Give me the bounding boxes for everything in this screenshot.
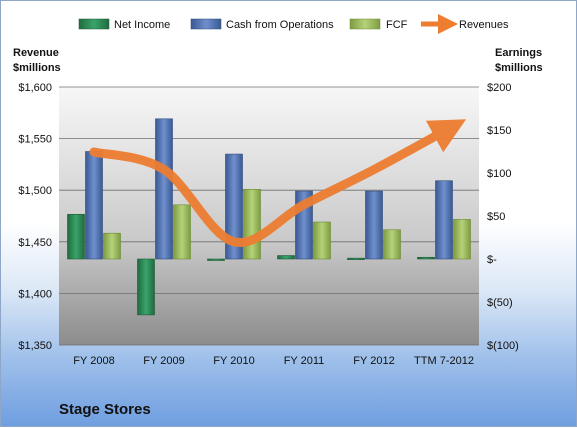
fcf-bar [383, 229, 401, 260]
legend-label-net-income: Net Income [114, 19, 170, 31]
plot-area [59, 87, 479, 345]
bars [67, 118, 471, 316]
x-tick-label: FY 2011 [284, 355, 325, 367]
x-tick-label: FY 2012 [353, 355, 394, 367]
left-tick-label: $1,550 [18, 134, 52, 146]
legend-swatch-fcf [349, 18, 381, 30]
net-income-bar [137, 258, 155, 316]
fcf-bar [173, 204, 191, 260]
left-tick-label: $1,400 [18, 288, 52, 300]
net-income-bar [417, 256, 435, 260]
left-tick-label: $1,500 [18, 185, 52, 197]
gridlines [59, 86, 479, 346]
right-tick-label: $50 [487, 211, 505, 223]
right-tick-label: $- [487, 254, 497, 266]
left-tick-label: $1,600 [18, 82, 52, 94]
legend-swatch-cash-from-operations [190, 18, 222, 30]
net-income-bar [277, 255, 295, 260]
revenues-line [89, 119, 467, 247]
legend-label-cash-from-operations: Cash from Operations [226, 19, 334, 31]
x-tick-label: FY 2010 [213, 355, 254, 367]
x-tick-labels: FY 2008 FY 2009 FY 2010 FY 2011 FY 2012 TTM 7… [73, 355, 474, 367]
left-tick-label: $1,450 [18, 237, 52, 249]
left-tick-label: $1,350 [18, 340, 52, 352]
net-income-bar [67, 213, 85, 260]
legend: Net Income Cash from Operations FCF Reve… [78, 14, 509, 34]
right-tick-label: $150 [487, 125, 511, 137]
cash-from-operations-bar [435, 180, 453, 260]
left-axis-title-line1: Revenue [13, 47, 59, 59]
cash-from-operations-bar [365, 190, 383, 260]
fcf-bar [103, 232, 121, 260]
cash-from-operations-bar [85, 151, 103, 260]
fcf-bar [453, 219, 471, 260]
net-income-bar [347, 257, 365, 260]
fcf-bar [243, 189, 261, 260]
legend-swatch-net-income [78, 18, 110, 30]
fcf-bar [313, 221, 331, 260]
left-axis-title-line2: $millions [13, 62, 61, 74]
x-tick-label: TTM 7-2012 [414, 355, 474, 367]
cash-from-operations-bar [155, 118, 173, 260]
x-tick-label: FY 2008 [73, 355, 114, 367]
legend-label-fcf: FCF [386, 19, 408, 31]
right-tick-labels: $(100) $(50) $- $50 $100 $150 $200 [487, 82, 519, 352]
right-tick-label: $(50) [487, 297, 513, 309]
cash-from-operations-bar [225, 153, 243, 260]
x-tick-label: FY 2009 [143, 355, 184, 367]
chart-title: Stage Stores [59, 401, 151, 418]
right-axis-title-line2: $millions [495, 62, 543, 74]
net-income-bar [207, 258, 225, 261]
legend-label-revenues: Revenues [459, 19, 509, 31]
right-tick-label: $(100) [487, 340, 519, 352]
right-tick-label: $100 [487, 168, 511, 180]
revenue-line-group [89, 119, 467, 247]
right-axis-title-line1: Earnings [495, 47, 542, 59]
right-tick-label: $200 [487, 82, 511, 94]
left-tick-labels: $1,350 $1,400 $1,450 $1,500 $1,550 $1,600 [18, 82, 52, 352]
